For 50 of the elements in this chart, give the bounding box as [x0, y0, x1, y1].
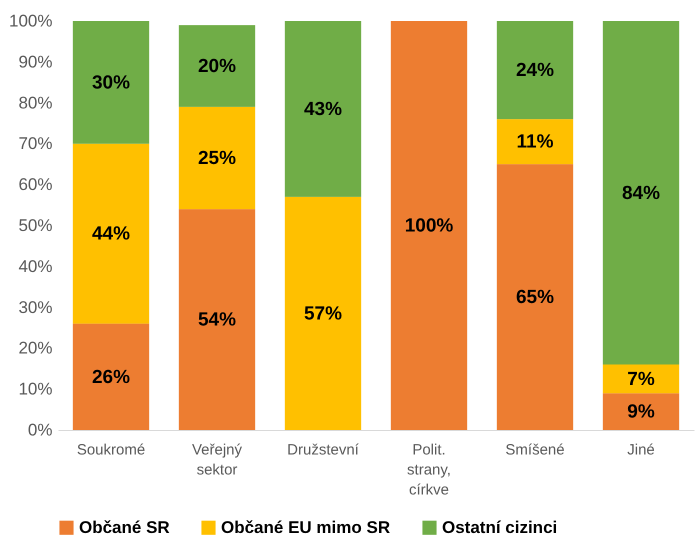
legend-label: Občané SR [79, 518, 170, 537]
x-tick-label: Soukromé [76, 442, 146, 458]
x-tick-label: Družstevní [287, 442, 360, 458]
data-label: 26% [92, 366, 130, 388]
bar [390, 21, 468, 430]
bar [178, 25, 256, 107]
data-label: 24% [516, 60, 554, 82]
y-tick-label: 20% [18, 338, 52, 358]
bar [72, 144, 150, 324]
bar [496, 119, 574, 164]
data-label: 44% [92, 224, 130, 245]
y-tick-label: 50% [18, 216, 52, 235]
bar [602, 21, 680, 365]
x-tick-label: Polit. strany, církve [407, 442, 451, 498]
data-label: 100% [404, 216, 454, 236]
bar [178, 106, 256, 210]
bar [72, 21, 150, 144]
bar [284, 21, 362, 197]
bar [178, 209, 256, 430]
data-label: 9% [627, 402, 655, 423]
data-label: 65% [516, 287, 554, 308]
data-label: 7% [627, 368, 655, 390]
data-label: 54% [198, 310, 236, 331]
data-label: 43% [304, 98, 342, 120]
y-tick-label: 70% [18, 134, 52, 154]
data-label: 11% [516, 132, 554, 153]
y-tick-label: 90% [18, 52, 52, 72]
bar [496, 164, 574, 430]
y-tick-label: 80% [18, 93, 52, 112]
bar [602, 393, 680, 430]
data-label: 25% [198, 148, 236, 170]
bar [496, 21, 574, 120]
x-tick-label: Veřejný sektor [192, 442, 243, 478]
x-tick-label: Jiné [627, 442, 655, 458]
legend-label: Občané EU mimo SR [221, 518, 390, 537]
legend-label: Ostatní cizinci [442, 518, 558, 537]
data-label: 30% [92, 72, 130, 94]
x-tick-label: Smíšené [505, 442, 565, 458]
y-tick-label: 30% [18, 298, 52, 317]
data-label: 57% [304, 303, 342, 324]
y-tick-label: 40% [18, 256, 52, 276]
y-tick-label: 60% [18, 175, 52, 194]
y-tick-label: 0% [28, 420, 52, 440]
bar [72, 324, 150, 430]
bar [602, 364, 680, 394]
data-label: 20% [198, 56, 236, 77]
data-label: 84% [622, 182, 660, 204]
y-tick-label: 100% [9, 12, 52, 30]
bar [284, 196, 362, 430]
y-tick-label: 10% [18, 380, 52, 399]
